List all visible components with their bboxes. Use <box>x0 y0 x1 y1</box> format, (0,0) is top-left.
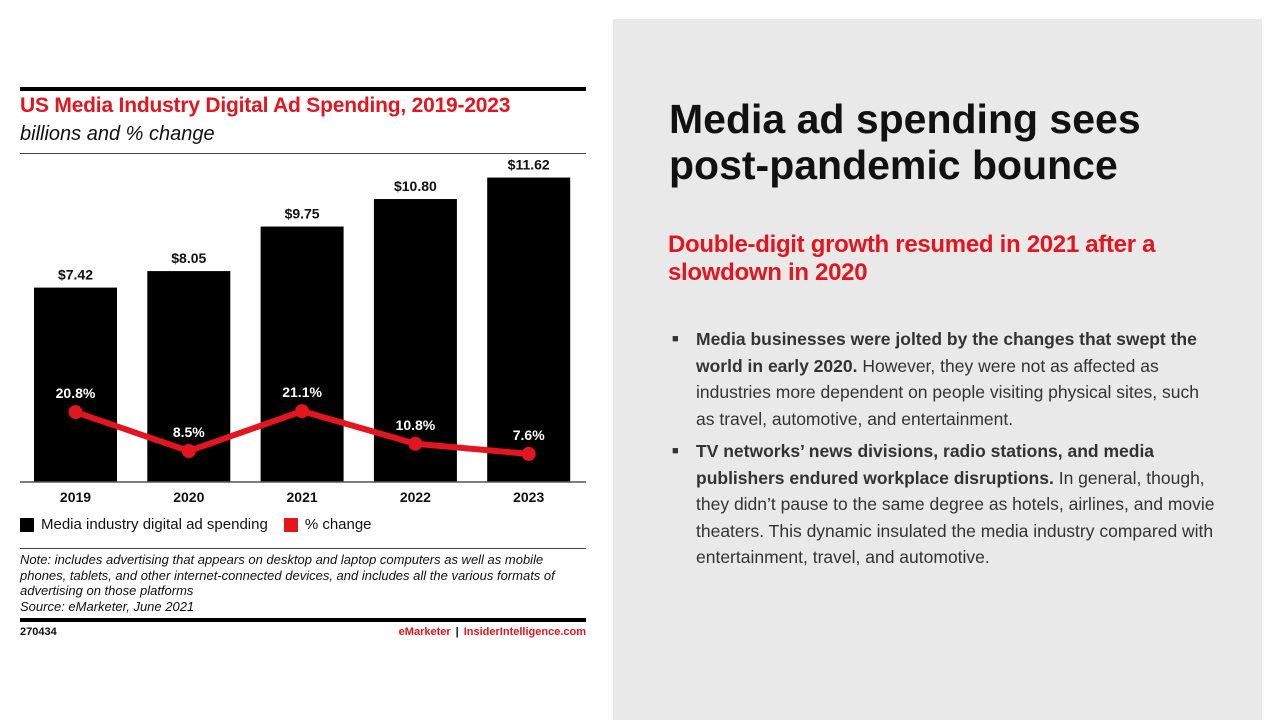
bar-value-label: $8.05 <box>171 250 206 266</box>
slide-headline: Media ad spending sees post-pandemic bou… <box>669 96 1141 188</box>
bar-value-label: $7.42 <box>58 267 93 283</box>
bullet-bold-text: TV networks’ news divisions, radio stati… <box>696 441 1155 488</box>
chart-title: US Media Industry Digital Ad Spending, 2… <box>20 94 511 117</box>
chart-top-rule <box>20 87 586 91</box>
chart-bottom-rule <box>20 618 586 622</box>
x-tick-label: 2019 <box>60 489 91 505</box>
bullet-item: ■ Media businesses were jolted by the ch… <box>672 326 1222 432</box>
chart-legend: Media industry digital ad spending % cha… <box>20 516 388 533</box>
legend-label-spending: Media industry digital ad spending <box>41 516 268 533</box>
chart-plot: $7.42 $8.05 $9.75 $10.80 $11.62 20.8% 8.5% 21.… <box>20 157 586 505</box>
legend-item-pct-change: % change <box>283 516 372 533</box>
bullet-square-icon: ■ <box>672 333 679 345</box>
chart-subtitle-rule <box>20 153 586 154</box>
line-series-group: 20.8% 8.5% 21.1% 10.8% 7.6% <box>56 384 545 461</box>
bar-value-label: $9.75 <box>285 206 320 222</box>
note-top-rule <box>20 548 586 549</box>
bar-2021 <box>260 226 344 482</box>
bullet-list: ■ Media businesses were jolted by the ch… <box>672 326 1222 577</box>
bullet-item: ■ TV networks’ news divisions, radio sta… <box>672 438 1222 571</box>
chart-id: 270434 <box>20 626 57 638</box>
chart-note: Note: includes advertising that appears … <box>20 552 590 614</box>
chart-credit: eMarketer | InsiderIntelligence.com <box>399 626 586 638</box>
pct-change-point-2023 <box>521 446 536 461</box>
pct-change-point-2022 <box>408 436 423 451</box>
pct-change-label: 10.8% <box>396 417 436 433</box>
text-panel <box>613 19 1262 720</box>
pct-change-label: 21.1% <box>282 384 322 400</box>
credit-brand: eMarketer <box>398 626 451 638</box>
x-tick-label: 2023 <box>513 489 544 505</box>
pct-change-label: 20.8% <box>56 385 96 401</box>
pct-change-point-2019 <box>68 405 83 420</box>
legend-item-spending: Media industry digital ad spending <box>20 516 268 533</box>
x-tick-label: 2021 <box>287 489 318 505</box>
bullet-body-text: In general, though, they didn’t pause to… <box>696 467 1215 568</box>
x-tick-label: 2020 <box>173 489 204 505</box>
bars-group: $7.42 $8.05 $9.75 $10.80 $11.62 <box>34 157 571 482</box>
bullet-body-text: However, they were not as affected as in… <box>696 355 1199 429</box>
pct-change-point-2020 <box>181 444 196 459</box>
bullet-bold-text: Media businesses were jolted by the chan… <box>696 329 1197 376</box>
legend-label-pct-change: % change <box>304 516 372 533</box>
credit-site-link[interactable]: InsiderIntelligence.com <box>463 626 586 638</box>
pct-change-point-2021 <box>295 404 310 419</box>
x-tick-labels: 2019 2020 2021 2022 2023 <box>60 489 545 505</box>
legend-swatch-pct-change <box>283 517 298 532</box>
bar-value-label: $11.62 <box>508 157 550 173</box>
legend-swatch-spending <box>20 517 34 532</box>
bar-2019 <box>34 287 117 482</box>
pct-change-label: 8.5% <box>173 424 205 440</box>
chart-subtitle: billions and % change <box>20 123 215 145</box>
bullet-square-icon: ■ <box>672 445 679 457</box>
source-text: Source: eMarketer, June 2021 <box>20 598 195 614</box>
slide-subhead: Double-digit growth resumed in 2021 afte… <box>668 231 1156 286</box>
note-text: Note: includes advertising that appears … <box>20 552 555 598</box>
x-tick-label: 2022 <box>400 489 431 505</box>
bar-2023 <box>487 177 571 482</box>
bar-value-label: $10.80 <box>394 178 437 194</box>
credit-separator: | <box>455 626 459 638</box>
pct-change-label: 7.6% <box>513 427 545 443</box>
